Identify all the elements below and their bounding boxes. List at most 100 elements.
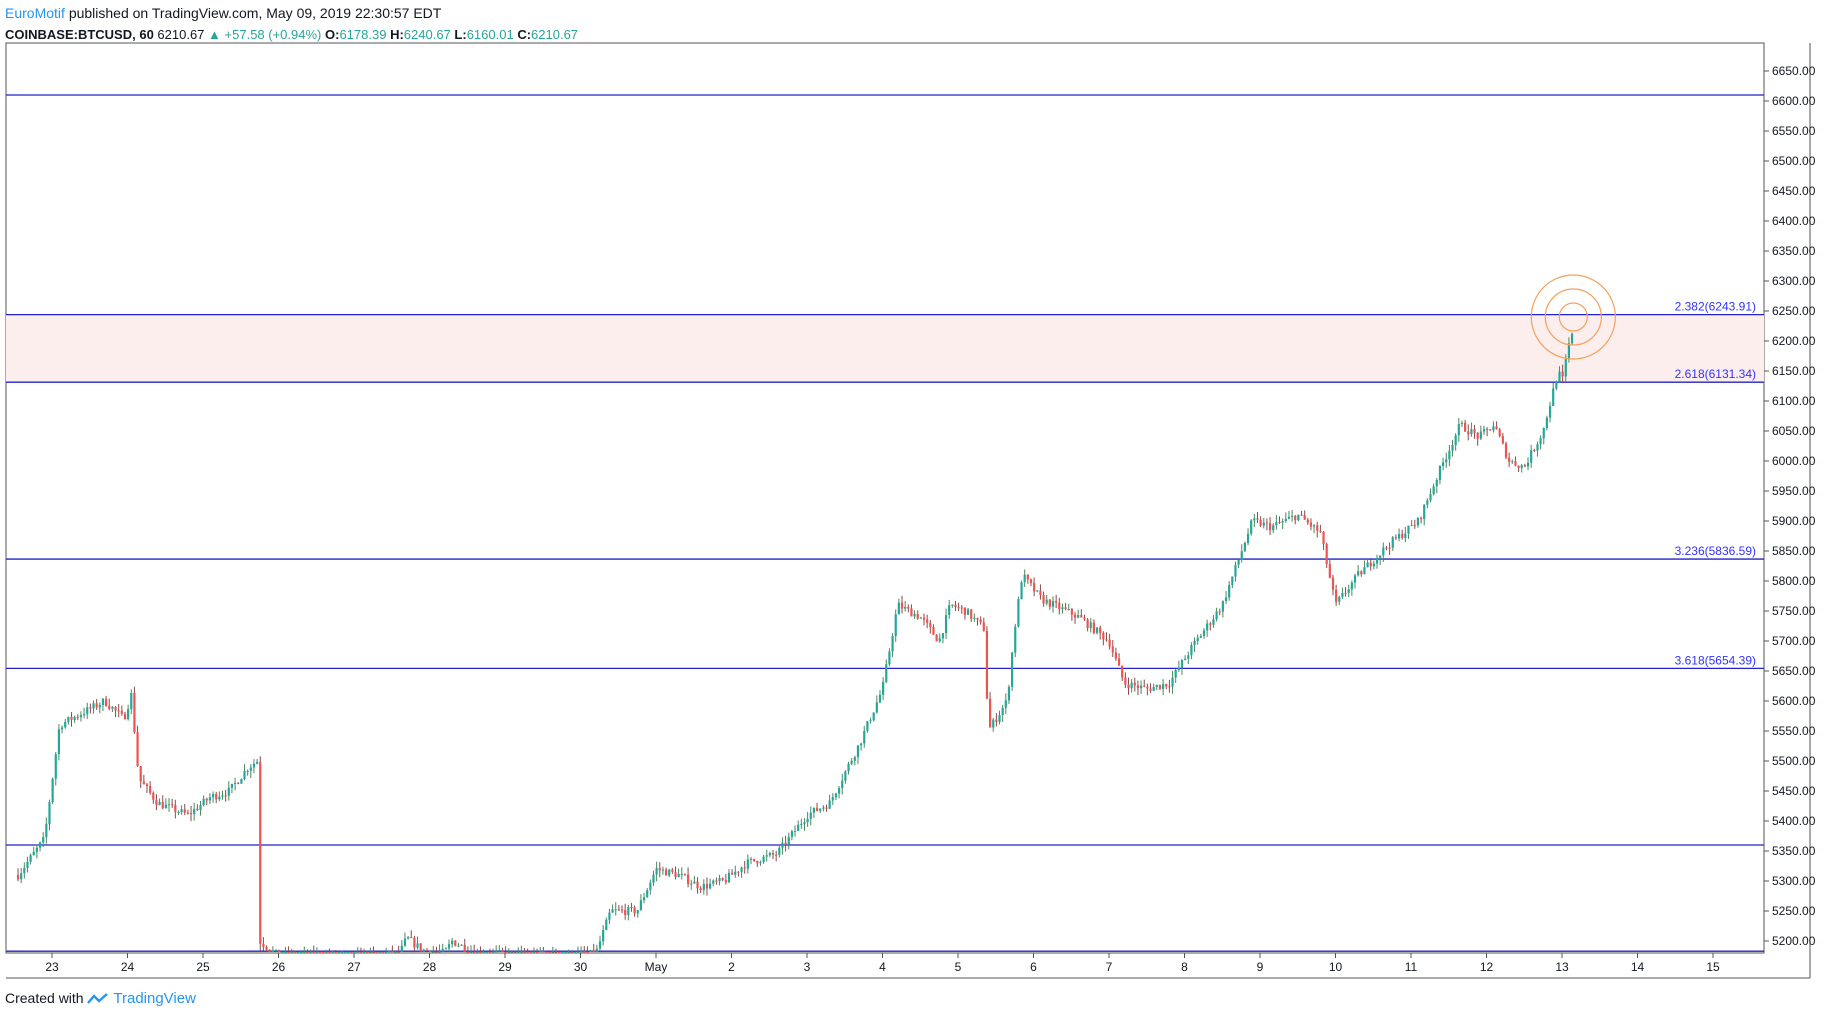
candle-body: [303, 952, 306, 953]
candle-body: [690, 883, 693, 885]
candle-body: [860, 743, 863, 746]
candle-body: [1149, 688, 1152, 691]
candle-body: [1234, 564, 1237, 577]
candle-body: [1155, 684, 1158, 687]
candle-body: [646, 890, 649, 898]
candle-body: [1445, 459, 1448, 463]
candle-body: [753, 858, 756, 862]
candle-body: [164, 804, 167, 809]
candle-body: [1375, 557, 1379, 564]
candle-body: [746, 859, 749, 869]
candle-body: [995, 719, 998, 722]
candle-body: [1441, 462, 1445, 466]
candle-body: [1457, 424, 1460, 436]
x-tick-label: 10: [1329, 960, 1343, 974]
candle-body: [16, 875, 20, 880]
candle-body: [677, 873, 680, 878]
candle-body: [709, 883, 712, 889]
candle-body: [793, 830, 797, 832]
candle-body: [900, 602, 904, 609]
candle-body: [274, 949, 278, 951]
candle-body: [501, 950, 504, 952]
candle-body: [929, 622, 932, 627]
candle-body: [315, 952, 318, 953]
candle-body: [372, 951, 375, 953]
author-link[interactable]: EuroMotif: [5, 5, 65, 21]
candle-body: [963, 607, 967, 615]
candle-body: [42, 837, 45, 843]
candle-body: [1429, 494, 1432, 501]
candle-body: [359, 952, 363, 953]
candle-body: [815, 807, 819, 811]
candle-body: [828, 800, 831, 809]
candle-body: [800, 824, 803, 826]
candle-body: [334, 952, 337, 953]
candle-body: [683, 873, 687, 875]
candle-body: [1536, 444, 1539, 451]
candle-body: [1237, 559, 1240, 565]
y-tick-label: 6150.00: [1772, 364, 1816, 378]
candle-body: [655, 868, 658, 875]
y-tick-label: 5350.00: [1772, 844, 1816, 858]
candle-body: [296, 952, 300, 953]
candle-body: [1520, 465, 1523, 468]
candle-body: [287, 952, 290, 953]
candle-body: [1278, 522, 1281, 524]
candle-body: [353, 952, 356, 953]
low-label: L:: [454, 27, 467, 42]
candle-body: [73, 716, 76, 720]
candle-body: [1259, 519, 1262, 526]
candle-body: [1347, 589, 1350, 593]
candle-body: [1253, 518, 1256, 521]
candle-body: [1407, 525, 1410, 534]
candle-body: [67, 716, 70, 722]
candle-body: [290, 952, 293, 953]
candle-body: [256, 762, 259, 764]
symbol-label: COINBASE:BTCUSD, 60: [5, 27, 154, 42]
candle-body: [1306, 519, 1309, 523]
candle-body: [1168, 686, 1171, 688]
candle-body: [211, 794, 215, 798]
x-tick-label: 4: [879, 960, 886, 974]
candle-body: [1124, 677, 1127, 685]
candle-body: [340, 952, 344, 953]
candle-body: [642, 897, 646, 901]
candle-body: [749, 858, 753, 860]
candle-body: [1246, 533, 1250, 543]
candle-body: [954, 604, 957, 608]
candle-body: [576, 952, 580, 953]
x-tick-label: 5: [955, 960, 962, 974]
candle-body: [790, 831, 793, 837]
candle-body: [535, 952, 539, 953]
candle-body: [284, 952, 287, 953]
candle-body: [551, 951, 554, 953]
candle-body: [64, 721, 67, 728]
candle-body: [1338, 596, 1341, 602]
candle-body: [517, 951, 520, 953]
candle-body: [825, 807, 828, 809]
candle-body: [957, 607, 960, 609]
high-label: H:: [390, 27, 404, 42]
candle-body: [441, 948, 444, 952]
candle-body: [1036, 590, 1039, 592]
candle-body: [410, 937, 413, 939]
candle-body: [252, 763, 256, 768]
candle-body: [718, 878, 721, 882]
footer: Created with TradingView: [5, 990, 196, 1007]
candle-body: [1419, 518, 1423, 520]
candle-body: [611, 909, 614, 913]
candle-body: [1294, 515, 1297, 521]
candle-body: [1033, 583, 1036, 592]
price-change: ▲ +57.58 (+0.94%): [208, 27, 322, 42]
candle-body: [227, 787, 230, 796]
candle-body: [1470, 429, 1473, 435]
tradingview-brand-link[interactable]: TradingView: [113, 990, 196, 1007]
candle-body: [1023, 574, 1026, 583]
candle-body: [960, 607, 963, 609]
candle-body: [1083, 617, 1086, 620]
candle-body: [1089, 622, 1092, 629]
candle-body: [322, 952, 325, 953]
candle-body: [1020, 582, 1023, 600]
candle-body: [1297, 514, 1300, 521]
